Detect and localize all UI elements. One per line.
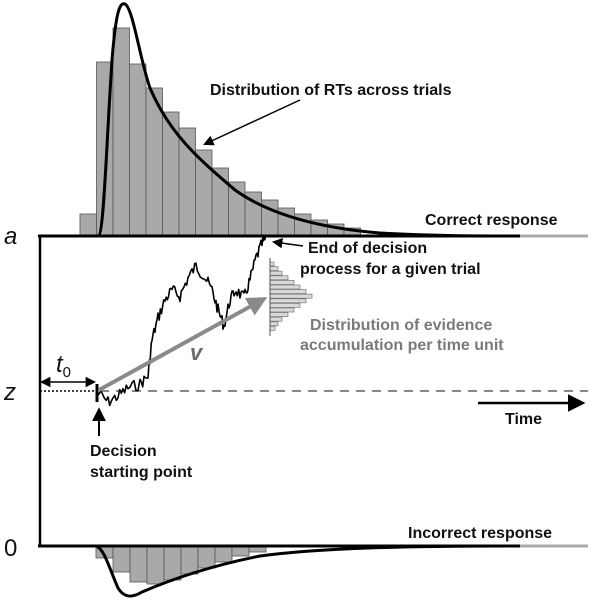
evidence-hist-bar bbox=[269, 275, 289, 281]
correct-rt-bar bbox=[112, 27, 130, 237]
incorrect-rt-bar bbox=[129, 545, 148, 583]
incorrect-rt-bar bbox=[214, 545, 233, 563]
incorrect-rt-bar bbox=[197, 545, 216, 569]
evidence-hist-bar bbox=[269, 280, 295, 285]
t0-subscript: 0 bbox=[63, 364, 71, 381]
end-of-decision-label-line2: process for a given trial bbox=[300, 261, 481, 278]
evidence-hist-bar bbox=[269, 270, 283, 276]
evidence-distribution-label-line2: accumulation per time unit bbox=[300, 337, 504, 354]
boundary-zero-label: 0 bbox=[4, 535, 17, 562]
evidence-distribution-histogram bbox=[269, 258, 313, 336]
t0-letter: t bbox=[56, 351, 64, 378]
incorrect-rt-density-curve bbox=[40, 544, 521, 598]
starting-point-z-label: z bbox=[3, 379, 16, 406]
starting-point-label-line2: starting point bbox=[90, 464, 193, 481]
evidence-hist-bar bbox=[269, 266, 279, 271]
starting-point-label-line1: Decision bbox=[90, 443, 157, 460]
evidence-hist-bar bbox=[269, 298, 307, 304]
evidence-hist-bar bbox=[269, 312, 289, 317]
evidence-hist-bar bbox=[269, 293, 313, 299]
incorrect-rt-bar bbox=[163, 545, 182, 581]
evidence-hist-bar bbox=[269, 326, 276, 331]
evidence-distribution-label-line1: Distribution of evidence bbox=[310, 317, 492, 334]
correct-rt-bar bbox=[162, 111, 180, 237]
end-of-decision-pointer bbox=[271, 237, 304, 249]
evidence-hist-bar bbox=[269, 307, 295, 313]
rt-distribution-pointer bbox=[203, 99, 301, 146]
drift-rate-arrow bbox=[98, 297, 268, 392]
evidence-hist-bar bbox=[269, 303, 301, 308]
incorrect-rt-bar bbox=[180, 545, 199, 575]
evidence-accumulation-path bbox=[96, 235, 267, 407]
rt-distribution-label: Distribution of RTs across trials bbox=[210, 82, 452, 99]
evidence-hist-bar bbox=[269, 284, 301, 290]
correct-rt-histogram bbox=[79, 27, 361, 237]
drift-rate-v-label: v bbox=[190, 340, 204, 365]
incorrect-response-label: Incorrect response bbox=[408, 525, 552, 542]
evidence-hist-bar bbox=[269, 261, 275, 267]
correct-response-label: Correct response bbox=[425, 212, 558, 229]
evidence-hist-bar bbox=[269, 316, 283, 322]
correct-rt-bar bbox=[129, 63, 147, 237]
incorrect-rt-bar bbox=[146, 545, 165, 585]
end-of-decision-label-line1: End of decision bbox=[308, 240, 427, 257]
boundary-a-label: a bbox=[4, 223, 17, 250]
incorrect-rt-bar bbox=[112, 545, 131, 573]
evidence-hist-bar bbox=[269, 289, 307, 294]
correct-rt-bar bbox=[79, 213, 97, 237]
t0-label: t0 bbox=[56, 351, 71, 381]
time-label: Time bbox=[505, 411, 542, 428]
correct-rt-density-curve bbox=[40, 2, 521, 238]
evidence-hist-bar bbox=[269, 321, 279, 327]
incorrect-rt-histogram bbox=[95, 545, 267, 585]
